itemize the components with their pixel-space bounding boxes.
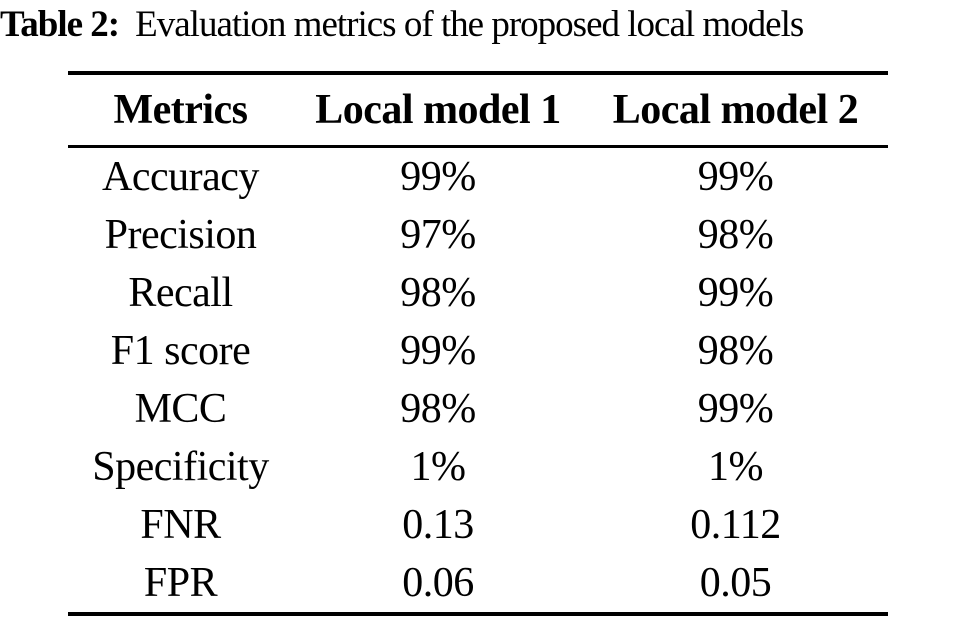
value-cell: 97%: [400, 212, 476, 258]
value-cell: 98%: [400, 386, 476, 432]
value-cell: 99%: [697, 270, 774, 316]
metric-name-cell: Recall: [128, 270, 233, 316]
value-cell: 98%: [697, 328, 774, 374]
metric-name-cell: MCC: [134, 386, 227, 432]
value-cell: 1%: [708, 444, 764, 490]
value-cell: 1%: [410, 444, 467, 490]
table-row: Precision 97% 98%: [68, 206, 888, 264]
metric-name-cell: FPR: [143, 560, 218, 606]
column-header-local-model-1: Local model 1: [293, 73, 583, 148]
metric-name-cell: FNR: [140, 502, 221, 548]
table-row: MCC 98% 99%: [68, 380, 888, 438]
table-row: F1 score 99% 98%: [68, 322, 888, 380]
value-cell: 0.06: [402, 560, 474, 606]
value-cell: 0.13: [402, 502, 474, 548]
value-cell: 98%: [400, 270, 476, 316]
value-cell: 0.05: [699, 560, 772, 606]
table-caption: Table 2: Evaluation metrics of the propos…: [0, 2, 955, 48]
metric-name-cell: Accuracy: [102, 154, 259, 200]
metric-name-cell: Specificity: [92, 444, 269, 490]
value-cell: 0.112: [690, 502, 781, 548]
caption-label: Table 2:: [0, 4, 120, 45]
table-row: Recall 98% 99%: [68, 264, 888, 322]
metrics-table: Metrics Local model 1 Local model 2 Accu…: [68, 71, 888, 616]
value-cell: 99%: [400, 328, 476, 374]
table-row: Specificity 1% 1%: [68, 438, 888, 496]
table-row: FPR 0.06 0.05: [68, 554, 888, 614]
metric-name-cell: F1 score: [110, 328, 251, 374]
value-cell: 98%: [697, 212, 774, 258]
metric-name-cell: Precision: [104, 212, 257, 258]
table-row: FNR 0.13 0.112: [68, 496, 888, 554]
table-row: Accuracy 99% 99%: [68, 147, 888, 207]
value-cell: 99%: [697, 154, 774, 200]
column-header-metrics: Metrics: [68, 73, 293, 148]
caption-text: Evaluation metrics of the proposed local…: [135, 4, 804, 45]
column-header-local-model-2: Local model 2: [583, 73, 888, 148]
value-cell: 99%: [400, 154, 476, 200]
table-header-row: Metrics Local model 1 Local model 2: [68, 73, 888, 148]
value-cell: 99%: [697, 386, 774, 432]
